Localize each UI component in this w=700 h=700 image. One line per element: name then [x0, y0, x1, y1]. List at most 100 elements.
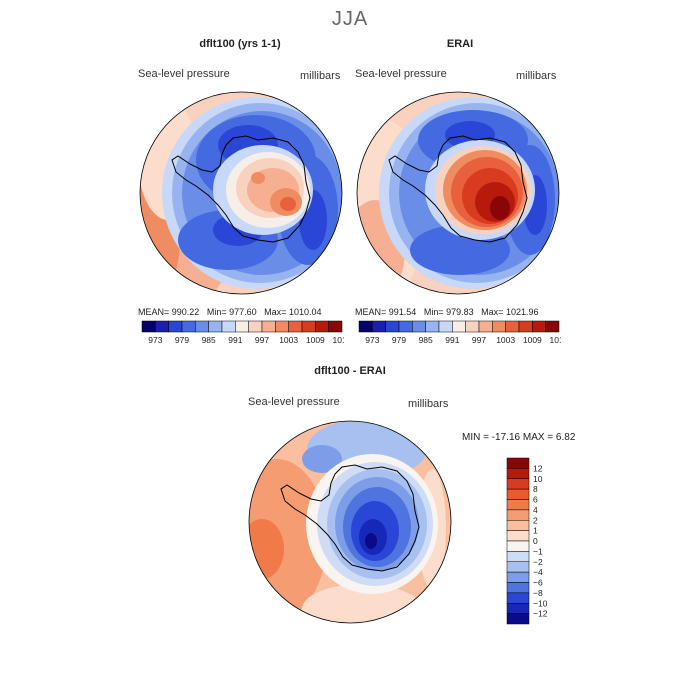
panel2-colorbar-swatch	[478, 320, 493, 333]
panel1-colorbar-tick-label: 979	[175, 335, 189, 345]
difference-colorbar-tick-label: 0	[533, 536, 538, 546]
difference-colorbar-tick-label: 10	[533, 474, 543, 484]
difference-colorbar-swatch	[506, 571, 530, 583]
panel1-colorbar: 973 979 985 991 997 1003 1009 1015	[141, 320, 344, 345]
difference-colorbar-tick-label: −2	[533, 557, 543, 567]
panel2-colorbar-tick-label: 973	[365, 335, 379, 345]
difference-colorbar-tick-label: −1	[533, 546, 543, 556]
panel1-colorbar-tick-label: 997	[255, 335, 269, 345]
panel2-colorbar-tick-label: 1015	[550, 335, 561, 345]
panel2-colorbar-swatch	[412, 320, 426, 333]
panel1-mean-label: MEAN=	[138, 307, 170, 317]
panel2-variable-label: Sea-level pressure	[355, 68, 447, 80]
panel1-colorbar-swatch	[275, 320, 289, 333]
difference-colorbar-tick-label: 12	[533, 463, 543, 473]
panel1-colorbar-swatch	[221, 320, 236, 333]
panel2-colorbar-swatch	[545, 320, 560, 333]
panel2-max-value: 1021.96	[505, 307, 539, 317]
panel1-units-label: millibars	[300, 70, 341, 82]
panel1-colorbar-swatch	[208, 320, 223, 333]
difference-map	[248, 420, 452, 624]
panel1-colorbar-swatch	[315, 320, 329, 333]
difference-colorbar-swatch	[506, 551, 530, 562]
difference-variable-label: Sea-level pressure	[248, 396, 340, 408]
difference-stats: MIN = -17.16 MAX = 6.82	[462, 432, 576, 443]
panel2-colorbar-swatch	[398, 320, 413, 333]
panel1-stats: MEAN= 990.22 Min= 977.60 Max= 1010.04	[138, 307, 321, 317]
difference-colorbar-tick-label: 6	[533, 495, 538, 505]
panel1-max-value: 1010.04	[288, 307, 322, 317]
panel2-title: ERAI	[446, 38, 474, 50]
panel1-title: dflt100 (yrs 1-1)	[199, 38, 281, 50]
difference-colorbar-tick-label: 8	[533, 484, 538, 494]
difference-colorbar-tick-label: −4	[533, 567, 543, 577]
panel2-colorbar-swatch	[358, 320, 373, 333]
panel2-colorbar-swatch	[385, 320, 400, 333]
panel2-stats: MEAN= 991.54 Min= 979.83 Max= 1021.96	[355, 307, 538, 317]
difference-colorbar-swatch	[506, 457, 530, 469]
main-title: JJA	[331, 8, 369, 30]
panel2-max-label: Max=	[481, 307, 504, 317]
panel1-colorbar-swatch	[195, 320, 209, 333]
difference-colorbar-tick-label: 4	[533, 505, 538, 515]
difference-colorbar-swatch	[506, 582, 530, 594]
difference-colorbar-swatch	[506, 478, 530, 490]
panel2-mean-label: MEAN=	[355, 307, 387, 317]
difference-colorbar-tick-label: −12	[533, 609, 548, 619]
panel1-colorbar-swatch	[301, 320, 316, 333]
panel2-colorbar-swatch	[452, 320, 466, 333]
panel1-colorbar-swatch	[181, 320, 196, 333]
panel1-colorbar-swatch	[261, 320, 276, 333]
panel1-mean-value: 990.22	[171, 307, 200, 317]
panel2-colorbar-swatch	[438, 320, 453, 333]
difference-title: dflt100 - ERAI	[314, 365, 386, 377]
difference-colorbar-swatch	[506, 488, 530, 500]
panel1-colorbar-tick-label: 973	[148, 335, 162, 345]
panel2-units-label: millibars	[516, 70, 557, 82]
panel1-colorbar-swatch	[248, 320, 263, 333]
panel1-colorbar-swatch	[155, 320, 169, 333]
panel2-colorbar-tick-label: 991	[445, 335, 459, 345]
panel2-colorbar-tick-label: 979	[392, 335, 406, 345]
panel1-max-label: Max=	[264, 307, 287, 317]
panel1-colorbar-tick-label: 1009	[306, 335, 325, 345]
panel2-colorbar-tick-label: 985	[419, 335, 433, 345]
difference-colorbar-swatch	[506, 509, 530, 521]
panel2-colorbar-swatch	[505, 320, 520, 333]
panel1-colorbar-tick-label: 991	[228, 335, 242, 345]
difference-colorbar-swatch	[506, 592, 530, 604]
panel2-colorbar-tick-label: 997	[472, 335, 486, 345]
panel1-min-value: 977.60	[229, 307, 257, 317]
panel2-colorbar-swatch	[425, 320, 440, 333]
panel2-colorbar-swatch	[532, 320, 546, 333]
panel1-colorbar-tick-label: 985	[202, 335, 216, 345]
panel2-map	[356, 91, 560, 295]
difference-colorbar-tick-label: −6	[533, 578, 543, 588]
panel2-colorbar-swatch	[372, 320, 386, 333]
panel2-mean-value: 991.54	[388, 307, 417, 317]
panel2-colorbar-tick-label: 1009	[523, 335, 542, 345]
panel2-colorbar-swatch	[518, 320, 533, 333]
panel1-colorbar-swatch	[328, 320, 343, 333]
panel1-map	[139, 91, 343, 295]
difference-colorbar-swatch	[506, 499, 530, 511]
panel1-colorbar-swatch	[168, 320, 183, 333]
difference-colorbar-tick-label: 2	[533, 515, 538, 525]
difference-colorbar-swatch	[506, 540, 530, 552]
panel1-colorbar-swatch	[235, 320, 249, 333]
panel2-colorbar-swatch	[465, 320, 480, 333]
panel2-colorbar-tick-label: 1003	[496, 335, 515, 345]
difference-colorbar-tick-label: −8	[533, 588, 543, 598]
panel2-min-label: Min=	[423, 307, 444, 317]
panel2-colorbar: 973 979 985 991 997 1003 1009 1015	[358, 320, 561, 345]
panel1-min-label: Min=	[206, 307, 227, 317]
difference-colorbar-swatch	[506, 561, 530, 573]
difference-colorbar-swatch	[506, 613, 530, 625]
panel2-min-value: 979.83	[446, 307, 474, 317]
difference-colorbar-swatch	[506, 603, 530, 614]
difference-units-label: millibars	[408, 398, 449, 410]
panel1-colorbar-swatch	[141, 320, 156, 333]
panel1-colorbar-swatch	[288, 320, 303, 333]
panel1-variable-label: Sea-level pressure	[138, 68, 230, 80]
